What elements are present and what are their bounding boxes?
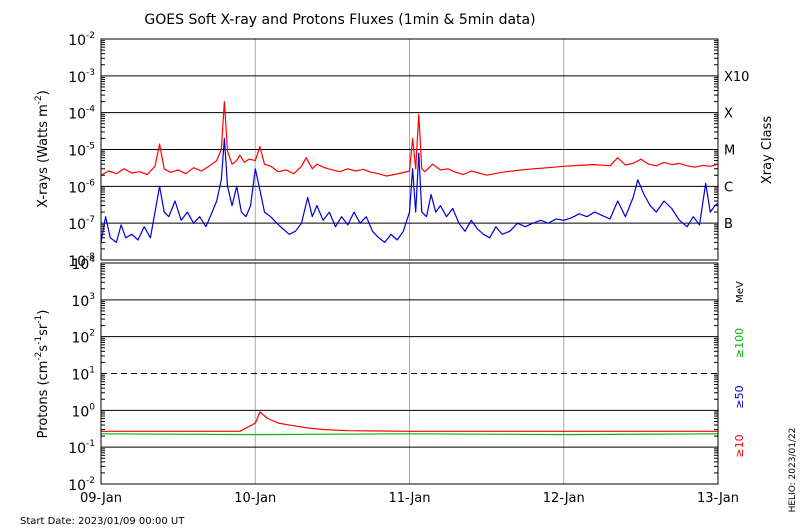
energy-unit-label: MeV <box>735 281 746 303</box>
xray-y-tick-label: 10-2 <box>68 31 95 49</box>
proton-panel: 10-2 10-1 100 101 102 103 104 09-Jan 10-Jan 11-J… <box>34 255 746 506</box>
proton-ylabel-exp1: -2 <box>34 352 44 361</box>
xray-y-tick-label: 10-8 <box>68 252 95 270</box>
proton-y-tick-label: 103 <box>71 292 95 310</box>
proton-ylabel-main: Protons (cm <box>36 361 51 439</box>
xray-class-label: M <box>724 144 735 159</box>
xray-series-layer <box>100 100 719 243</box>
proton-ylabel-exp2: -1 <box>34 336 44 345</box>
proton-y-tick-label: 10-2 <box>68 476 95 494</box>
xray-panel: 10-8 10-7 10-6 10-5 10-4 10-3 10-2 B C M X X10 X-r… <box>34 31 775 270</box>
proton-y-tick-label: 10-1 <box>68 439 95 457</box>
proton-y-tick-label: 100 <box>71 402 95 420</box>
xray-ylabel-close: ) <box>36 90 51 95</box>
proton-plot-frame <box>100 262 719 485</box>
proton-y-tick-label: 101 <box>71 366 95 384</box>
proton-y-tick-label: 104 <box>71 255 95 273</box>
xray-y-tick-label: 10-5 <box>68 142 95 160</box>
xray-y-tick-label: 10-3 <box>68 68 95 86</box>
proton-ylabel-s: s <box>36 345 51 352</box>
x-tick-labels: 09-Jan 10-Jan 11-Jan 12-Jan 13-Jan <box>80 491 739 506</box>
start-date-label: Start Date: 2023/01/09 00:00 UT <box>20 516 185 527</box>
proton-y-tick-labels: 10-2 10-1 100 101 102 103 104 <box>68 255 95 494</box>
x-tick-label: 09-Jan <box>80 491 122 506</box>
xray-series-1-line <box>100 137 719 243</box>
xray-ylabel-exp: -2 <box>34 95 44 104</box>
proton-legend: ≥100 ≥50 ≥10 <box>733 328 746 458</box>
chart-title: GOES Soft X-ray and Protons Fluxes (1min… <box>144 12 535 28</box>
xray-series-0-line <box>100 100 719 177</box>
proton-series-1-line <box>101 411 718 432</box>
x-tick-label: 13-Jan <box>697 491 739 506</box>
proton-gridlines <box>101 263 718 484</box>
xray-y-axis-label: X-rays (Watts m-2) <box>34 90 51 208</box>
proton-y-tick-label: 102 <box>71 329 95 347</box>
xray-class-label: X10 <box>724 70 749 85</box>
xray-class-label: X <box>724 107 733 122</box>
xray-class-labels: B C M X X10 <box>724 70 749 232</box>
proton-series-0-line <box>100 433 719 436</box>
xray-plot-frame <box>100 38 719 261</box>
xray-y-tick-label: 10-7 <box>68 215 95 233</box>
xray-class-label: C <box>724 180 733 195</box>
x-tick-label: 11-Jan <box>389 491 431 506</box>
proton-series-layer <box>100 411 719 436</box>
xray-ylabel-main: X-rays (Watts m <box>36 104 51 208</box>
x-tick-label: 12-Jan <box>543 491 585 506</box>
proton-legend-entry: ≥100 <box>733 328 746 358</box>
xray-y-tick-labels: 10-8 10-7 10-6 10-5 10-4 10-3 10-2 <box>68 31 95 270</box>
proton-legend-entry: ≥50 <box>733 385 746 408</box>
xray-y-tick-label: 10-6 <box>68 178 95 196</box>
proton-legend-entry: ≥10 <box>733 434 746 457</box>
xray-class-axis-label: Xray Class <box>760 116 775 184</box>
proton-ylabel-close: ) <box>36 310 51 315</box>
proton-y-axis-label: Protons (cm-2s-1sr-1) <box>34 310 51 439</box>
xray-class-label: B <box>724 217 733 232</box>
xray-y-tick-label: 10-4 <box>68 105 95 123</box>
credit-label: HELIO: 2023/01/22 <box>788 428 798 513</box>
xray-gridlines <box>101 39 718 260</box>
proton-ylabel-exp3: -1 <box>34 315 44 324</box>
x-tick-label: 10-Jan <box>234 491 276 506</box>
proton-ylabel-sr: sr <box>36 323 51 336</box>
